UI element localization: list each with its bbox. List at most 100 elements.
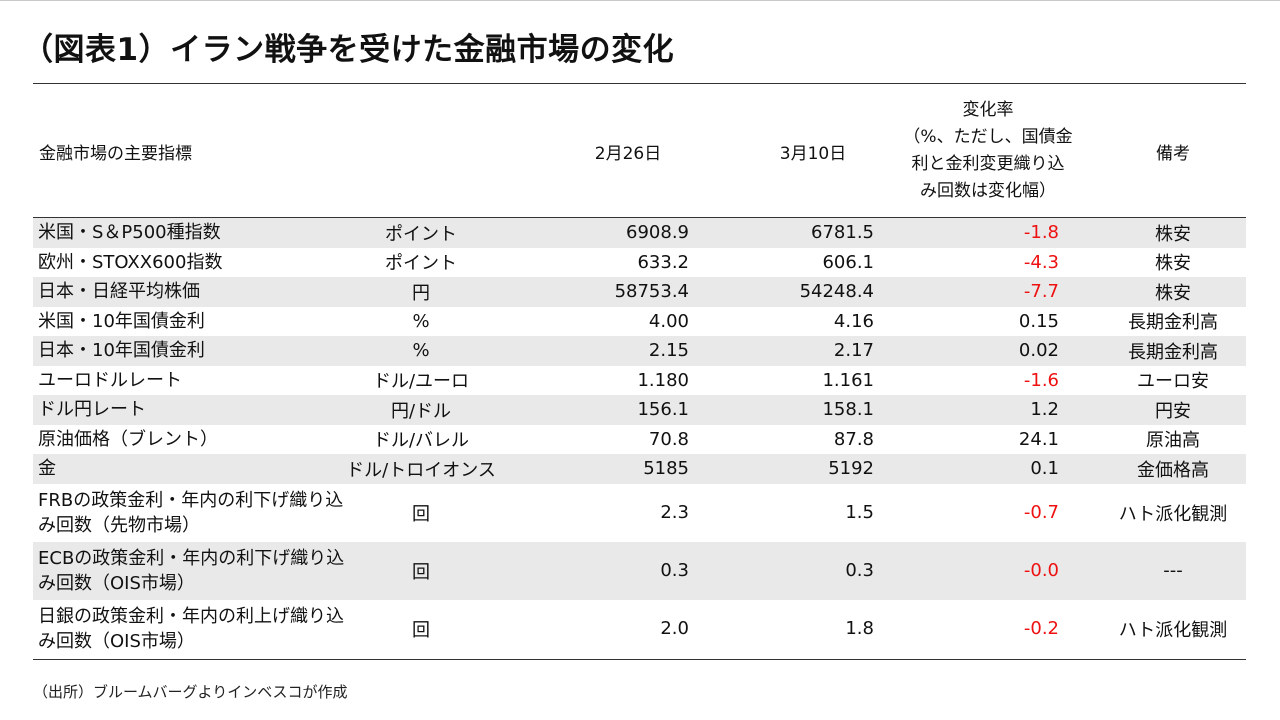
change-cell: -1.6: [1023, 369, 1059, 391]
table-row: 原油価格（ブレント） ドル/バレル 70.8 87.8 24.1 原油高: [33, 425, 1246, 455]
change-cell: 0.1: [1030, 458, 1059, 480]
unit-cell: ドル/ユーロ: [372, 371, 470, 393]
note-cell: ---: [1163, 560, 1183, 581]
table-row: ECBの政策金利・年内の利下げ織り込み回数（OIS市場） 回 0.3 0.3 -0.0 -…: [33, 541, 1246, 600]
table-row: FRBの政策金利・年内の利下げ織り込み回数（先物市場） 回 2.3 1.5 -0.7 ハト…: [33, 484, 1246, 542]
table-bottom-rule: [33, 659, 1246, 660]
unit-cell: 回: [412, 561, 430, 583]
indicator-cell: 日本・日経平均株価: [38, 281, 200, 303]
date1-value-cell: 633.2: [637, 251, 689, 273]
table-row: 米国・S＆P500種指数 ポイント 6908.9 6781.5 -1.8 株安: [33, 218, 1246, 248]
table-row: 米国・10年国債金利% 4.00 4.16 0.15 長期金利高: [33, 307, 1246, 337]
date1-value-cell: 4.00: [648, 310, 689, 332]
date2-value-cell: 2.17: [833, 340, 874, 362]
indicator-cell: 原油価格（ブレント）: [38, 428, 218, 450]
unit-cell: ポイント: [385, 253, 457, 275]
indicator-cell: 欧州・STOXX600指数: [38, 251, 223, 273]
unit-cell: ドル/バレル: [372, 430, 470, 452]
date2-value-cell: 87.8: [833, 428, 874, 450]
date2-value-cell: 54248.4: [799, 281, 874, 303]
header-change-line: 利と金利変更織り込: [911, 154, 1065, 174]
page-title: （図表1）イラン戦争を受けた金融市場の変化: [22, 32, 675, 68]
change-cell: 1.2: [1030, 399, 1059, 421]
date1-value-cell: 5185: [643, 458, 689, 480]
date2-value-cell: 0.3: [845, 560, 874, 581]
note-cell: ハト派化観測: [1118, 503, 1228, 525]
note-cell: 円安: [1155, 400, 1191, 422]
table-header: 金融市場の主要指標 2月26日 3月10日 変化率 （%、ただし、国債金 利と金…: [33, 86, 1246, 216]
date2-value-cell: 606.1: [822, 251, 874, 273]
change-cell: 24.1: [1018, 428, 1059, 450]
indicator-cell: 日本・10年国債金利: [38, 340, 205, 362]
table-row: ユーロドルレート ドル/ユーロ 1.180 1.161 -1.6 ユーロ安: [33, 366, 1246, 396]
header-change-line: 変化率: [962, 100, 1014, 120]
date1-value-cell: 0.3: [660, 560, 689, 581]
table-row: 日銀の政策金利・年内の利上げ織り込み回数（OIS市場） 回 2.0 1.8 -0.2 ハト…: [33, 600, 1246, 658]
header-note: 備考: [1156, 143, 1190, 164]
header-indicator: 金融市場の主要指標: [39, 143, 192, 164]
date1-value-cell: 58753.4: [614, 281, 689, 303]
unit-cell: 回: [412, 503, 430, 525]
date2-value-cell: 5192: [828, 458, 874, 480]
indicator-cell: ドル円レート: [38, 399, 146, 421]
header-change: 変化率 （%、ただし、国債金 利と金利変更織り込 み回数は変化幅）: [888, 86, 1088, 216]
table-top-rule: [33, 83, 1246, 84]
header-date2: 3月10日: [779, 143, 847, 164]
source-note: （出所）ブルームバーグよりインベスコが作成: [33, 683, 348, 701]
header-bottom-rule: [33, 217, 1246, 218]
note-cell: 株安: [1155, 282, 1191, 304]
indicator-cell: 米国・10年国債金利: [38, 310, 205, 332]
date2-value-cell: 1.161: [822, 369, 874, 391]
indicator-cell: 金: [38, 458, 56, 480]
date2-value-cell: 1.5: [845, 502, 874, 523]
unit-cell: 円: [412, 282, 430, 304]
date1-value-cell: 2.15: [648, 340, 689, 362]
date2-value-cell: 158.1: [822, 399, 874, 421]
note-cell: 長期金利高: [1128, 341, 1218, 363]
note-cell: 長期金利高: [1128, 312, 1218, 334]
change-cell: -0.2: [1023, 618, 1059, 639]
date2-value-cell: 6781.5: [811, 222, 874, 244]
header-change-line: み回数は変化幅）: [920, 181, 1056, 201]
change-cell: 0.15: [1018, 310, 1059, 332]
header-change-line: （%、ただし、国債金: [903, 127, 1073, 147]
note-cell: ハト派化観測: [1118, 619, 1228, 641]
header-date1: 2月26日: [594, 143, 662, 164]
note-cell: ユーロ安: [1137, 371, 1209, 393]
note-cell: 株安: [1155, 253, 1191, 275]
date2-value-cell: 1.8: [845, 618, 874, 639]
table-row: 欧州・STOXX600指数 ポイント 633.2 606.1 -4.3 株安: [33, 248, 1246, 278]
unit-cell: ドル/トロイオンス: [346, 459, 496, 481]
indicator-cell: FRBの政策金利・年内の利下げ織り込み回数（先物市場）: [38, 489, 344, 536]
date1-value-cell: 2.0: [660, 618, 689, 639]
unit-cell: ポイント: [385, 223, 457, 245]
date2-value-cell: 4.16: [833, 310, 874, 332]
note-cell: 株安: [1155, 223, 1191, 245]
unit-cell: 回: [412, 619, 430, 641]
change-cell: -4.3: [1023, 251, 1059, 273]
table-row: 金 ドル/トロイオンス 5185 5192 0.1 金価格高: [33, 454, 1246, 484]
indicator-cell: 米国・S＆P500種指数: [38, 222, 221, 244]
indicator-cell: 日銀の政策金利・年内の利上げ織り込み回数（OIS市場）: [38, 605, 344, 652]
indicator-cell: ECBの政策金利・年内の利下げ織り込み回数（OIS市場）: [38, 547, 345, 594]
unit-cell: %: [412, 340, 430, 362]
change-cell: -0.0: [1023, 560, 1059, 581]
top-divider: [0, 0, 1280, 1]
change-cell: -7.7: [1023, 281, 1059, 303]
unit-cell: 円/ドル: [390, 400, 452, 422]
unit-cell: %: [412, 310, 430, 332]
note-cell: 金価格高: [1137, 459, 1209, 481]
change-cell: 0.02: [1018, 340, 1059, 362]
table-row: 日本・10年国債金利% 2.15 2.17 0.02 長期金利高: [33, 336, 1246, 366]
change-cell: -0.7: [1023, 502, 1059, 523]
table-body: 米国・S＆P500種指数 ポイント 6908.9 6781.5 -1.8 株安 欧州・STO…: [33, 218, 1246, 658]
date1-value-cell: 2.3: [660, 502, 689, 523]
date1-value-cell: 1.180: [637, 369, 689, 391]
date1-value-cell: 156.1: [637, 399, 689, 421]
indicator-cell: ユーロドルレート: [38, 369, 182, 391]
change-cell: -1.8: [1023, 222, 1059, 244]
table-row: 日本・日経平均株価 円 58753.4 54248.4 -7.7 株安: [33, 277, 1246, 307]
date1-value-cell: 6908.9: [626, 222, 689, 244]
date1-value-cell: 70.8: [648, 428, 689, 450]
note-cell: 原油高: [1146, 430, 1200, 452]
